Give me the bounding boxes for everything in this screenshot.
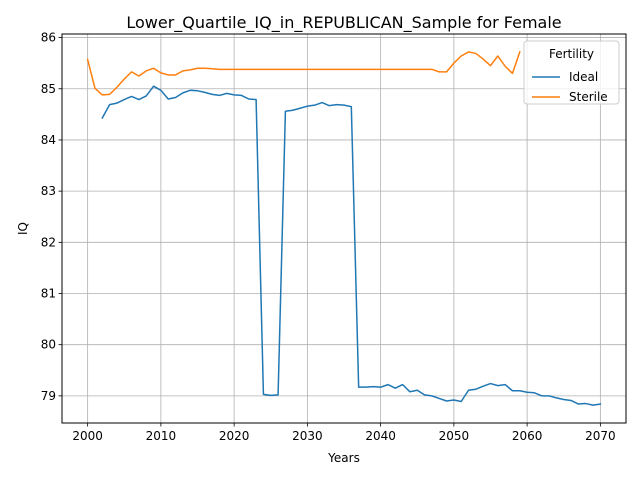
legend-box xyxy=(523,40,620,105)
y-tick-label: 80 xyxy=(41,338,56,352)
x-tick-label: 2070 xyxy=(585,429,616,443)
y-tick-label: 79 xyxy=(41,389,56,403)
legend-label-ideal: Ideal xyxy=(569,70,598,84)
series-lines xyxy=(86,50,602,406)
y-axis-ticks: 79 80 81 82 83 84 85 86 xyxy=(41,31,62,403)
legend-title: Fertility xyxy=(549,47,594,61)
y-axis-label: IQ xyxy=(16,222,30,235)
x-axis-ticks: 2000 2010 2020 2030 2040 2050 2060 2070 xyxy=(72,423,616,443)
series-line-ideal xyxy=(101,85,602,406)
y-tick-label: 81 xyxy=(41,287,56,301)
legend-label-sterile: Sterile xyxy=(569,90,608,104)
x-axis-label: Years xyxy=(327,451,360,465)
x-tick-label: 2060 xyxy=(512,429,543,443)
legend-items: Ideal Sterile xyxy=(532,70,608,104)
y-tick-label: 82 xyxy=(41,235,56,249)
x-tick-label: 2020 xyxy=(219,429,250,443)
legend: Fertility Ideal Sterile xyxy=(523,40,620,105)
x-tick-label: 2040 xyxy=(365,429,396,443)
y-tick-label: 85 xyxy=(41,82,56,96)
x-tick-label: 2000 xyxy=(72,429,103,443)
chart-title: Lower_Quartile_IQ_in_REPUBLICAN_Sample f… xyxy=(126,13,561,33)
y-tick-label: 86 xyxy=(41,31,56,45)
x-tick-label: 2030 xyxy=(292,429,323,443)
x-tick-label: 2050 xyxy=(439,429,470,443)
x-tick-label: 2010 xyxy=(146,429,177,443)
plot-frame xyxy=(61,33,627,424)
series-line-sterile xyxy=(86,50,521,96)
y-tick-label: 84 xyxy=(41,133,56,147)
y-tick-label: 83 xyxy=(41,184,56,198)
